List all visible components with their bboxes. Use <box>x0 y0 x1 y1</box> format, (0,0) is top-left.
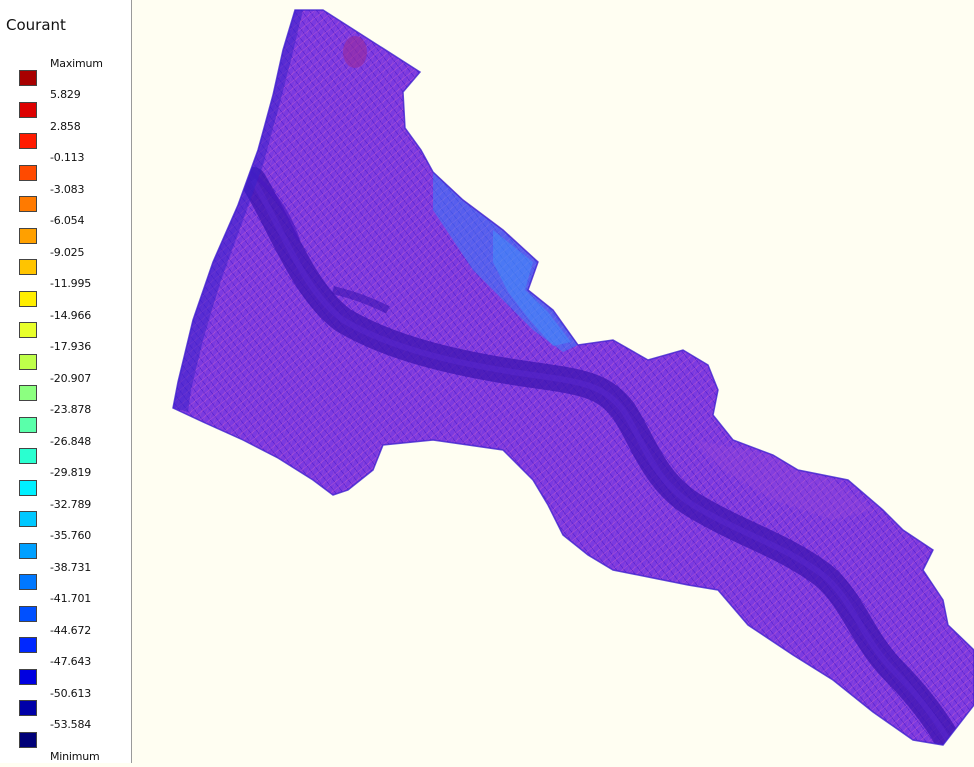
legend-swatch <box>19 542 37 559</box>
legend-value-label: -11.995 <box>50 277 92 290</box>
legend-max-label: Maximum <box>50 57 103 70</box>
legend-value-label: -17.936 <box>50 340 92 353</box>
legend-swatch <box>19 259 37 275</box>
map-view[interactable] <box>133 0 974 763</box>
legend-swatch <box>19 605 37 622</box>
legend-swatch <box>19 70 37 86</box>
legend-swatch <box>19 574 37 590</box>
legend-swatch <box>19 637 37 653</box>
legend-value-label: -44.672 <box>50 623 92 637</box>
legend-swatch <box>19 164 37 181</box>
legend-value-label: -6.054 <box>50 214 85 227</box>
legend-swatch <box>19 700 37 716</box>
legend-value-label: -41.701 <box>50 592 92 605</box>
legend-value-label: -50.613 <box>50 686 92 700</box>
legend-swatch <box>19 322 37 338</box>
legend-value-label: 2.858 <box>50 119 81 133</box>
legend-swatch <box>19 227 37 244</box>
legend-value-label: -35.760 <box>50 529 92 542</box>
legend-swatch <box>19 290 37 307</box>
legend-min-label: Minimum <box>50 750 100 763</box>
legend-swatch <box>19 353 37 370</box>
legend-swatch <box>19 101 37 118</box>
legend-swatch <box>19 479 37 496</box>
legend-value-label: -32.789 <box>50 497 92 511</box>
legend-swatch <box>19 133 37 149</box>
legend-value-label: -47.643 <box>50 655 92 668</box>
mesh-domain <box>173 10 974 745</box>
legend-swatch <box>19 196 37 212</box>
legend-swatch <box>19 416 37 433</box>
legend-value-label: -14.966 <box>50 308 92 322</box>
legend-swatch <box>19 385 37 401</box>
legend-value-label: -23.878 <box>50 403 92 416</box>
legend-title: Courant <box>6 16 66 34</box>
legend-swatch <box>19 668 37 685</box>
legend-swatch <box>19 511 37 527</box>
legend-value-label: -20.907 <box>50 371 92 385</box>
legend-value-label: -9.025 <box>50 245 85 259</box>
legend-swatch <box>19 731 37 748</box>
legend-panel: Courant Maximum 5.829 2.858 -0.113 -3.083 -6.… <box>0 0 132 763</box>
legend-value-label: -26.848 <box>50 434 92 448</box>
legend-swatch <box>19 448 37 464</box>
legend-value-label: 5.829 <box>50 88 81 101</box>
legend-value-label: -29.819 <box>50 466 92 479</box>
legend-value-label: -3.083 <box>50 182 85 196</box>
legend-value-label: -53.584 <box>50 718 92 731</box>
mesh-plot <box>172 9 974 746</box>
legend-value-label: -38.731 <box>50 560 92 574</box>
legend-value-label: -0.113 <box>50 151 85 164</box>
